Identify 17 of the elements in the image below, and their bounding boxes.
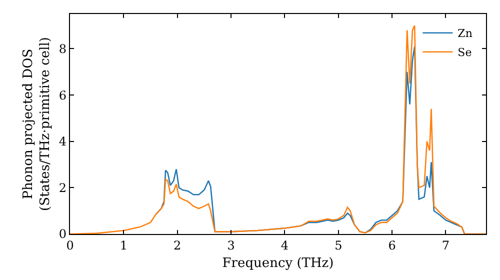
x-axis-title: Frequency (THz) (222, 256, 334, 272)
line-series (70, 24, 486, 234)
x-tick-label: 6 (388, 238, 396, 252)
x-tick-label: 2 (174, 238, 182, 252)
x-tick-label: 5 (334, 238, 342, 252)
y-tick-label: 0 (58, 227, 66, 242)
x-tick-label: 3 (227, 238, 235, 252)
x-tick-label: 4 (280, 238, 289, 252)
x-tick-label: 1 (120, 238, 128, 252)
y-tick-label: 4 (58, 134, 67, 149)
y-tick-label: 6 (58, 88, 66, 102)
y-tick-label: 2 (58, 180, 66, 195)
x-tick-label: 7 (442, 238, 450, 252)
y-axis-title: Phonon projected DOS (States/THz·primitive cell) (20, 36, 53, 212)
y-tick-label: 8 (58, 42, 66, 56)
legend-label: Zn (458, 27, 472, 40)
legend-label: Se (458, 46, 472, 60)
